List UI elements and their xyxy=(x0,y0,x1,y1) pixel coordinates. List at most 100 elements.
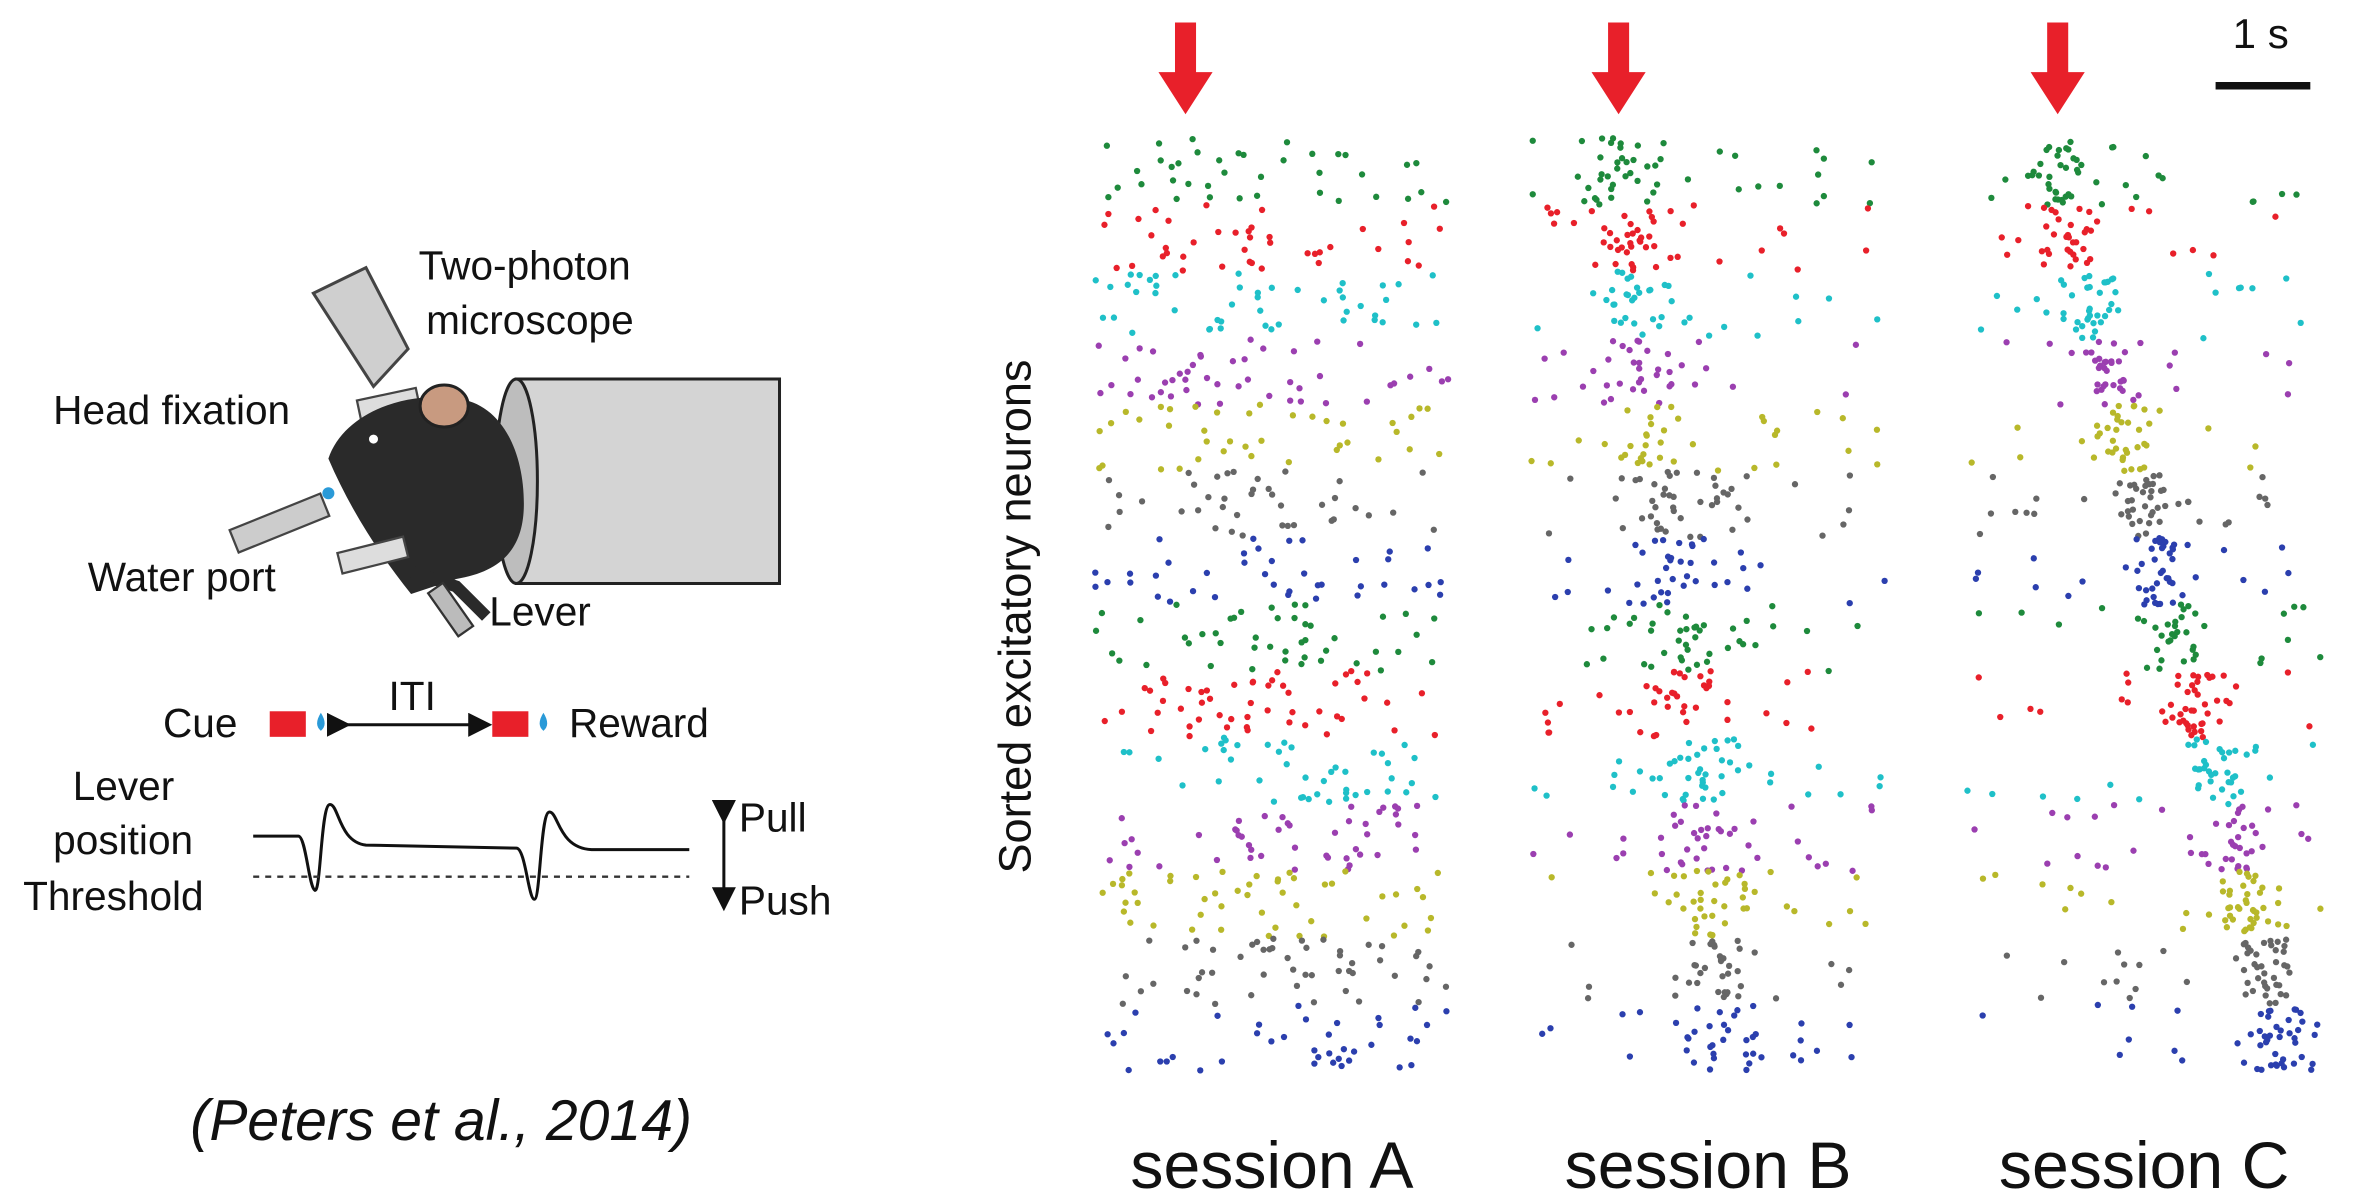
spike-dot xyxy=(1647,414,1654,421)
spike-dot xyxy=(2185,603,2192,610)
spike-dot xyxy=(1618,244,1625,251)
spike-dot xyxy=(1429,272,1436,279)
spike-dot xyxy=(2284,669,2292,676)
spike-dot xyxy=(1704,825,1711,832)
spike-dot xyxy=(2096,430,2103,437)
spike-dot xyxy=(1147,727,1155,735)
spike-dot xyxy=(2003,339,2010,346)
spike-dot xyxy=(1155,140,1163,147)
spike-dot xyxy=(2049,809,2056,817)
spike-dot xyxy=(1097,389,1104,397)
spike-dot xyxy=(1636,359,1643,367)
spike-dot xyxy=(2102,864,2109,871)
spike-dot xyxy=(1992,871,1999,879)
spike-dot xyxy=(2078,438,2086,445)
spike-dot xyxy=(1249,941,1256,948)
spike-dot xyxy=(1135,215,1142,223)
spike-dot xyxy=(2250,919,2257,927)
spike-dot xyxy=(1188,926,1196,933)
spike-dot xyxy=(2109,437,2117,444)
spike-dot xyxy=(2205,911,2213,918)
spike-dot xyxy=(1211,890,1219,897)
spike-dot xyxy=(2291,603,2298,610)
spike-dot xyxy=(1260,345,1267,352)
spike-dot xyxy=(2077,890,2085,897)
spike-dot xyxy=(1408,779,1415,787)
spike-dot xyxy=(1230,468,1237,476)
spike-dot xyxy=(2212,820,2220,827)
spike-dot xyxy=(2281,942,2288,950)
spike-dot xyxy=(1615,709,1623,716)
spike-dot xyxy=(1664,694,1671,701)
spike-dot xyxy=(1609,783,1617,791)
spike-dot xyxy=(1268,491,1276,498)
spike-dot xyxy=(1825,295,1833,302)
spike-dot xyxy=(1600,239,1607,246)
spike-dot xyxy=(2260,904,2267,912)
spike-dot xyxy=(1302,774,1309,781)
spike-dot xyxy=(2285,359,2293,367)
spike-dot xyxy=(1770,623,1777,630)
spike-dot xyxy=(2063,145,2070,152)
spike-dot xyxy=(2014,306,2021,313)
spike-dot xyxy=(1375,456,1382,463)
spike-dot xyxy=(1316,189,1324,196)
spike-dot xyxy=(1677,627,1684,634)
spike-dot xyxy=(1709,931,1716,939)
spike-dot xyxy=(1101,717,1108,725)
spike-dot xyxy=(1248,992,1255,999)
spike-dot xyxy=(1649,620,1656,627)
spike-dot xyxy=(1157,466,1165,473)
spike-dot xyxy=(1275,321,1282,328)
spike-dot xyxy=(2218,786,2226,793)
spike-dot xyxy=(2142,482,2149,490)
spike-dot xyxy=(2273,1062,2280,1069)
spike-dot xyxy=(1680,905,1687,912)
setup-illustration xyxy=(228,265,782,638)
spike-dot xyxy=(1394,805,1402,812)
spike-dot xyxy=(1852,341,1860,348)
spike-dot xyxy=(1249,678,1257,685)
spike-dot xyxy=(1611,771,1618,779)
spike-dot xyxy=(2201,622,2208,630)
spike-dot xyxy=(1172,272,1179,279)
spike-dot xyxy=(1290,966,1297,973)
spike-dot xyxy=(2136,961,2143,969)
spike-dot xyxy=(1331,829,1339,836)
spike-dot xyxy=(1242,443,1249,450)
spike-dot xyxy=(1335,150,1342,158)
spike-dot xyxy=(1092,277,1099,284)
spike-dot xyxy=(2149,509,2156,516)
spike-dot xyxy=(2183,909,2190,917)
spike-dot xyxy=(2086,208,2093,216)
spike-dot xyxy=(1647,513,1655,520)
spike-dot xyxy=(1744,585,1751,592)
spike-dot xyxy=(1814,171,1822,178)
spike-dot xyxy=(1339,294,1346,301)
spike-dot xyxy=(2169,714,2176,721)
spike-dot xyxy=(2198,850,2206,858)
spike-dot xyxy=(1438,378,1446,385)
spike-dot xyxy=(2151,556,2158,563)
spike-dot xyxy=(1530,850,1537,858)
spike-dot xyxy=(2190,723,2197,730)
spike-dot xyxy=(1146,937,1153,944)
spike-dot xyxy=(1681,802,1688,809)
trial-timeline xyxy=(253,711,736,912)
spike-dot xyxy=(1376,1021,1383,1029)
spike-dot xyxy=(1631,320,1638,327)
spike-dot xyxy=(1621,451,1629,459)
spike-dot xyxy=(1442,983,1450,990)
spike-dot xyxy=(1332,764,1339,771)
spike-dot xyxy=(1635,338,1643,345)
spike-dot xyxy=(1419,469,1426,476)
y-axis-label: Sorted excitatory neurons xyxy=(990,360,1041,874)
spike-dot xyxy=(1183,987,1191,995)
spike-dot xyxy=(1656,775,1663,782)
spike-dot xyxy=(1534,325,1541,332)
spike-dot xyxy=(1720,1021,1728,1028)
spike-dot xyxy=(2309,1060,2316,1068)
spike-dot xyxy=(2133,485,2140,492)
spike-dot xyxy=(1746,762,1753,769)
spike-dot xyxy=(1694,751,1701,758)
